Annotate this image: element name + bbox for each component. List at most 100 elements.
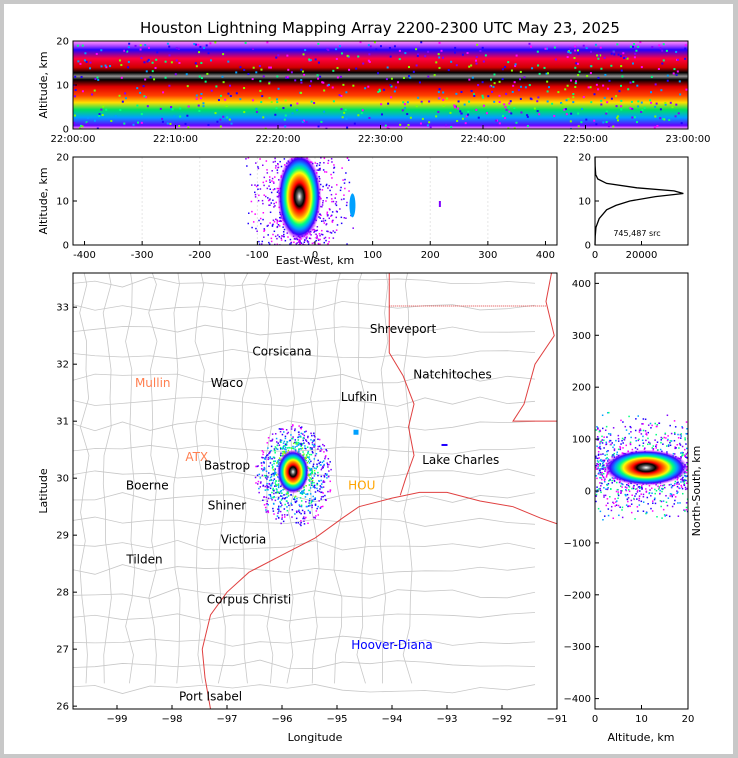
- plan-view-source: [292, 442, 295, 445]
- northsouth-source: [658, 487, 660, 490]
- northsouth-source: [634, 488, 637, 490]
- time-altitude-source: [143, 95, 146, 98]
- northsouth-source: [622, 483, 624, 486]
- northsouth-source: [651, 424, 653, 427]
- time-altitude-source: [156, 51, 159, 54]
- time-altitude-source: [590, 101, 593, 104]
- time-altitude-source: [210, 59, 213, 62]
- plan-view-source: [314, 486, 316, 489]
- time-altitude-source: [632, 45, 635, 48]
- time-altitude-source: [149, 76, 152, 79]
- plan-view-source: [307, 509, 310, 512]
- plan-view-source: [265, 511, 268, 513]
- eastwest-source: [258, 219, 260, 222]
- time-altitude-source: [676, 70, 679, 73]
- northsouth-source: [598, 488, 600, 490]
- eastwest-source: [260, 222, 262, 225]
- northsouth-source: [656, 424, 659, 426]
- plan-view-source: [329, 480, 331, 483]
- time-altitude-source: [81, 125, 84, 128]
- northsouth-source: [662, 443, 664, 445]
- time-altitude-source: [455, 92, 458, 95]
- time-altitude-source: [84, 52, 87, 55]
- county-line: [73, 539, 536, 551]
- northsouth-source: [632, 486, 635, 488]
- time-altitude-source: [199, 45, 202, 48]
- time-altitude-source: [340, 52, 343, 55]
- northsouth-source: [596, 435, 599, 438]
- northsouth-source: [681, 453, 684, 455]
- time-altitude-source: [482, 104, 485, 107]
- time-altitude-source: [387, 102, 390, 105]
- northsouth-source: [597, 428, 599, 431]
- northsouth-source: [617, 440, 620, 442]
- time-altitude-source: [109, 65, 112, 68]
- city-label: Lake Charles: [422, 453, 499, 467]
- lat-tick-label: 26: [56, 702, 69, 713]
- northsouth-source: [677, 502, 679, 504]
- plan-view-source: [278, 428, 281, 430]
- northsouth-source: [658, 422, 661, 425]
- time-altitude-source: [620, 105, 623, 108]
- time-altitude-source: [553, 46, 556, 49]
- plan-view-source: [286, 432, 289, 435]
- eastwest-source: [326, 215, 329, 217]
- northsouth-source: [647, 431, 650, 434]
- plan-view-source: [271, 457, 273, 460]
- time-altitude-source: [538, 113, 541, 116]
- plan-view-source: [280, 502, 282, 505]
- eastwest-source: [323, 237, 326, 240]
- time-altitude-source: [301, 120, 304, 123]
- time-altitude-source: [310, 100, 313, 103]
- northsouth-source: [678, 443, 681, 445]
- time-altitude-source: [563, 108, 566, 111]
- plan-view-source: [291, 437, 294, 440]
- plan-view-source: [320, 483, 323, 485]
- northsouth-source: [655, 490, 658, 492]
- time-altitude-source: [404, 107, 407, 110]
- eastwest-source: [255, 185, 258, 188]
- time-altitude-source: [428, 100, 431, 103]
- time-altitude-source: [401, 109, 404, 112]
- northsouth-source: [684, 439, 686, 441]
- northsouth-source: [604, 478, 606, 480]
- northsouth-source: [664, 515, 667, 517]
- eastwest-source: [323, 222, 326, 224]
- plan-view-source: [268, 479, 271, 482]
- northsouth-source: [631, 511, 633, 514]
- northsouth-source: [596, 486, 598, 488]
- northsouth-source: [599, 448, 602, 450]
- time-altitude-source: [640, 101, 643, 104]
- plan-view-source: [261, 456, 263, 459]
- plan-view-source: [310, 432, 312, 435]
- plan-view-source: [260, 468, 263, 470]
- time-altitude-source: [498, 80, 501, 83]
- time-altitude-source: [564, 88, 567, 91]
- time-xtick-label: 22:00:00: [51, 134, 96, 145]
- lon-tick-label: −98: [161, 714, 182, 725]
- time-altitude-source: [574, 49, 577, 52]
- time-altitude-source: [102, 105, 105, 108]
- time-altitude-source: [595, 83, 598, 86]
- plan-view-source: [267, 489, 269, 491]
- northsouth-source: [680, 484, 682, 487]
- time-altitude-source: [322, 81, 325, 84]
- northsouth-source: [631, 487, 633, 490]
- plan-view-source: [270, 473, 273, 476]
- northsouth-source: [652, 502, 654, 504]
- eastwest-source: [268, 185, 270, 187]
- plan-view-trace-cell: [441, 443, 448, 446]
- plan-view-source: [277, 498, 279, 500]
- time-altitude-source: [252, 66, 255, 69]
- plan-view-source: [309, 493, 312, 495]
- plan-view-source: [320, 506, 323, 508]
- northsouth-source: [676, 483, 678, 485]
- plan-view-source: [266, 478, 268, 480]
- northsouth-source: [638, 444, 641, 447]
- northsouth-source: [613, 479, 616, 482]
- time-altitude-speckle: [73, 41, 688, 129]
- northsouth-source: [660, 436, 663, 439]
- city-label: Shreveport: [370, 322, 437, 336]
- eastwest-source: [330, 232, 333, 234]
- northsouth-source: [683, 482, 686, 485]
